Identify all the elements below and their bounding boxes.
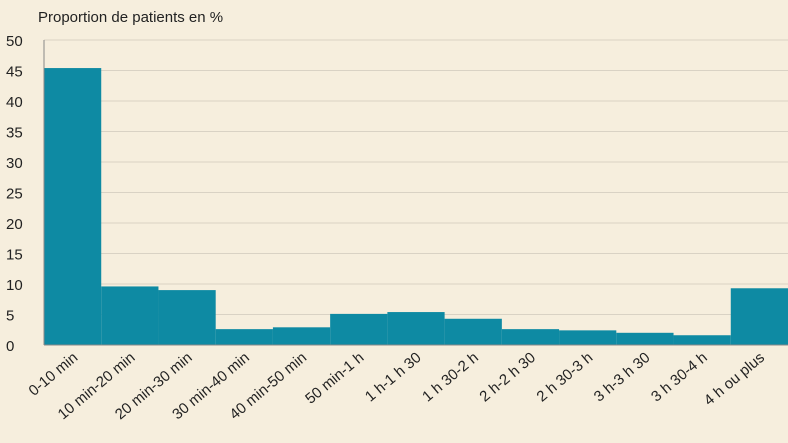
y-tick-label: 15 [6, 247, 23, 264]
y-tick-label: 25 [6, 186, 23, 203]
bar [444, 318, 502, 345]
y-tick-label: 45 [6, 64, 23, 81]
y-tick-label: 20 [6, 216, 23, 233]
bar [272, 327, 331, 345]
bar [387, 312, 445, 345]
y-tick-label: 40 [6, 94, 23, 111]
y-axis-label: Proportion de patients en % [38, 9, 223, 26]
bar [101, 286, 159, 345]
y-tick-label: 35 [6, 125, 23, 142]
y-tick-label: 30 [6, 155, 23, 172]
bar [501, 329, 560, 345]
bar [730, 288, 788, 345]
bar [673, 335, 731, 345]
bar [616, 332, 674, 345]
y-tick-label: 5 [6, 308, 14, 325]
bar [559, 330, 617, 345]
y-tick-label: 0 [6, 338, 14, 355]
y-tick-label: 50 [6, 33, 23, 50]
y-tick-label: 10 [6, 277, 23, 294]
bar [44, 68, 102, 345]
bar [158, 290, 216, 345]
bar [215, 329, 273, 345]
bar [330, 313, 388, 345]
